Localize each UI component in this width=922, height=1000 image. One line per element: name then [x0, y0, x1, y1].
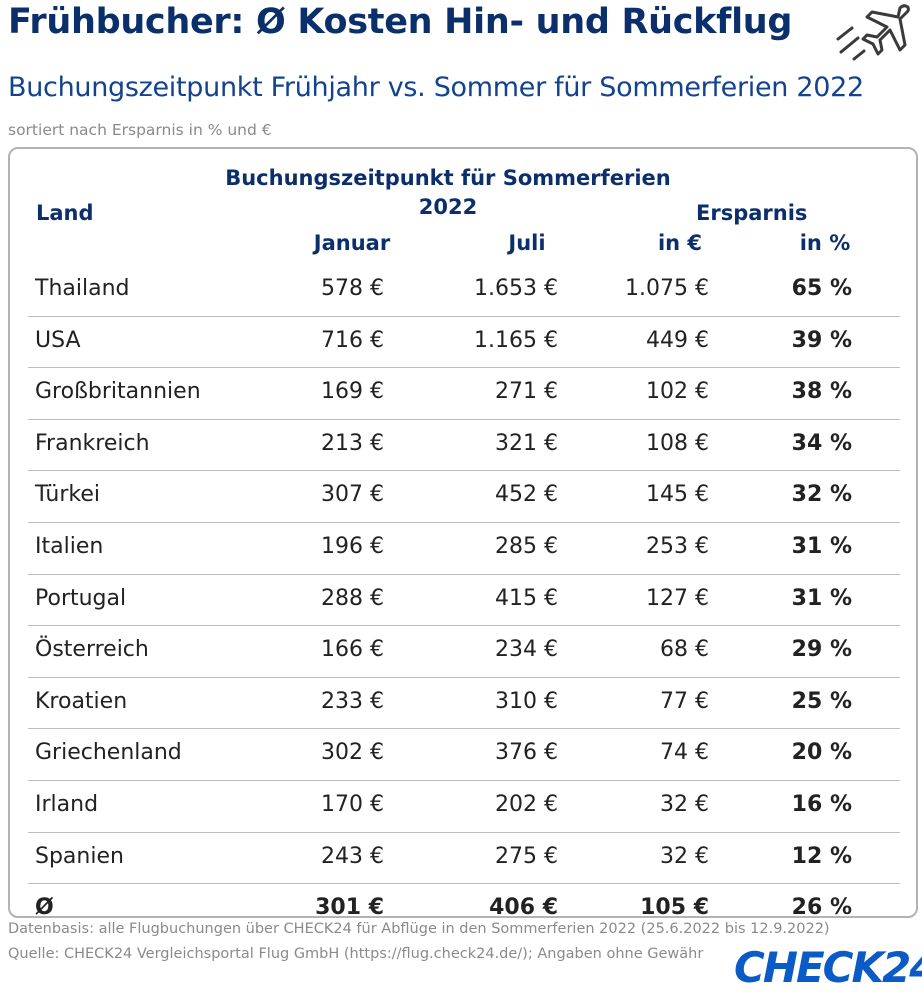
cell-ersparnis-eur: 68 €	[660, 637, 709, 663]
cell-januar: 169 €	[321, 379, 384, 405]
table-body: Thailand 578 € 1.653 € 1.075 € 65 % USA 716 € 1…	[28, 265, 900, 935]
header-ersparnis-pct: in %	[799, 231, 851, 255]
footer-datenbasis: Datenbasis: alle Flugbuchungen über CHEC…	[8, 921, 830, 937]
cell-ersparnis-pct: 25 %	[791, 688, 852, 714]
cell-ersparnis-eur: 77 €	[660, 688, 709, 714]
cell-ersparnis-pct: 32 %	[791, 482, 852, 508]
cell-ersparnis-pct: 26 %	[791, 895, 852, 921]
page-title: Frühbucher: Ø Kosten Hin- und Rückflug	[8, 2, 793, 42]
cell-januar: 170 €	[321, 791, 384, 817]
table-row: Großbritannien 169 € 271 € 102 € 38 %	[28, 368, 900, 420]
cell-land: Spanien	[35, 843, 124, 869]
table-row: Türkei 307 € 452 € 145 € 32 %	[28, 471, 900, 523]
cell-juli: 376 €	[495, 740, 558, 766]
cell-ersparnis-eur: 74 €	[660, 740, 709, 766]
cell-land: Griechenland	[35, 740, 182, 766]
cell-januar: 243 €	[321, 843, 384, 869]
cell-juli: 1.165 €	[474, 327, 558, 353]
cell-januar: 302 €	[321, 740, 384, 766]
cell-ersparnis-eur: 145 €	[646, 482, 709, 508]
cell-ersparnis-eur: 32 €	[660, 843, 709, 869]
table-row: Irland 170 € 202 € 32 € 16 %	[28, 781, 900, 833]
cell-juli: 285 €	[495, 533, 558, 559]
cell-januar: 213 €	[321, 430, 384, 456]
table-row: Italien 196 € 285 € 253 € 31 %	[28, 523, 900, 575]
subtitle: Buchungszeitpunkt Frühjahr vs. Sommer fü…	[8, 72, 864, 103]
table-row-average: Ø 301 € 406 € 105 € 26 %	[28, 884, 900, 935]
cell-land: Portugal	[35, 585, 127, 611]
cell-ersparnis-eur: 449 €	[646, 327, 709, 353]
cell-land: Großbritannien	[35, 379, 201, 405]
cell-ersparnis-eur: 102 €	[646, 379, 709, 405]
table-row: Österreich 166 € 234 € 68 € 29 %	[28, 626, 900, 678]
cell-land: Italien	[35, 533, 104, 559]
cell-ersparnis-eur: 108 €	[646, 430, 709, 456]
sort-note: sortiert nach Ersparnis in % und €	[8, 121, 272, 139]
cell-januar: 196 €	[321, 533, 384, 559]
cell-ersparnis-eur: 32 €	[660, 791, 709, 817]
cell-juli: 202 €	[495, 791, 558, 817]
cell-land: Türkei	[35, 482, 101, 508]
header-ersparnis: Ersparnis	[696, 201, 808, 225]
cell-juli: 415 €	[495, 585, 558, 611]
cell-januar: 301 €	[315, 895, 384, 921]
cell-ersparnis-pct: 39 %	[791, 327, 852, 353]
cell-juli: 234 €	[495, 637, 558, 663]
cell-ersparnis-eur: 127 €	[646, 585, 709, 611]
airplane-icon	[836, 4, 910, 61]
header-juli: Juli	[508, 231, 546, 255]
cell-land: Österreich	[35, 637, 149, 663]
cell-juli: 406 €	[489, 895, 558, 921]
cell-land: Thailand	[35, 276, 130, 301]
footer-quelle: Quelle: CHECK24 Vergleichsportal Flug Gm…	[8, 946, 704, 962]
cell-ersparnis-eur: 1.075 €	[625, 276, 709, 301]
cell-ersparnis-pct: 16 %	[791, 791, 852, 817]
check24-logo: CHECK24	[734, 943, 922, 992]
header-buchungszeitpunkt: Buchungszeitpunkt für Sommerferien 2022	[225, 166, 671, 219]
cell-juli: 275 €	[495, 843, 558, 869]
cell-ersparnis-pct: 31 %	[791, 533, 852, 559]
cell-land: Frankreich	[35, 430, 150, 456]
cell-januar: 166 €	[321, 637, 384, 663]
table-row: Griechenland 302 € 376 € 74 € 20 %	[28, 729, 900, 781]
cell-ersparnis-pct: 38 %	[791, 379, 852, 405]
cell-juli: 1.653 €	[474, 276, 558, 301]
table-row: Portugal 288 € 415 € 127 € 31 %	[28, 575, 900, 627]
cell-land: Ø	[35, 895, 54, 921]
cell-ersparnis-pct: 65 %	[791, 276, 852, 301]
cell-ersparnis-eur: 105 €	[640, 895, 709, 921]
cell-juli: 452 €	[495, 482, 558, 508]
cell-januar: 578 €	[321, 276, 384, 301]
cell-ersparnis-pct: 29 %	[791, 637, 852, 663]
table-row: Spanien 243 € 275 € 32 € 12 %	[28, 833, 900, 885]
data-table: Land Buchungszeitpunkt für Sommerferien …	[8, 147, 918, 920]
table-row: Kroatien 233 € 310 € 77 € 25 %	[28, 678, 900, 730]
cell-januar: 288 €	[321, 585, 384, 611]
cell-januar: 233 €	[321, 688, 384, 714]
header-januar: Januar	[313, 231, 391, 255]
cell-ersparnis-pct: 34 %	[791, 430, 852, 456]
cell-ersparnis-pct: 31 %	[791, 585, 852, 611]
cell-januar: 307 €	[321, 482, 384, 508]
cell-ersparnis-pct: 20 %	[791, 740, 852, 766]
cell-ersparnis-pct: 12 %	[791, 843, 852, 869]
header-land: Land	[36, 201, 94, 225]
cell-land: USA	[35, 327, 81, 353]
header-ersparnis-eur: in €	[657, 231, 703, 255]
table-row: Frankreich 213 € 321 € 108 € 34 %	[28, 420, 900, 472]
cell-januar: 716 €	[321, 327, 384, 353]
cell-ersparnis-eur: 253 €	[646, 533, 709, 559]
cell-juli: 310 €	[495, 688, 558, 714]
cell-land: Kroatien	[35, 688, 128, 714]
cell-land: Irland	[35, 791, 99, 817]
table-row: USA 716 € 1.165 € 449 € 39 %	[28, 317, 900, 369]
cell-juli: 271 €	[495, 379, 558, 405]
table-row: Thailand 578 € 1.653 € 1.075 € 65 %	[28, 265, 900, 317]
cell-juli: 321 €	[495, 430, 558, 456]
